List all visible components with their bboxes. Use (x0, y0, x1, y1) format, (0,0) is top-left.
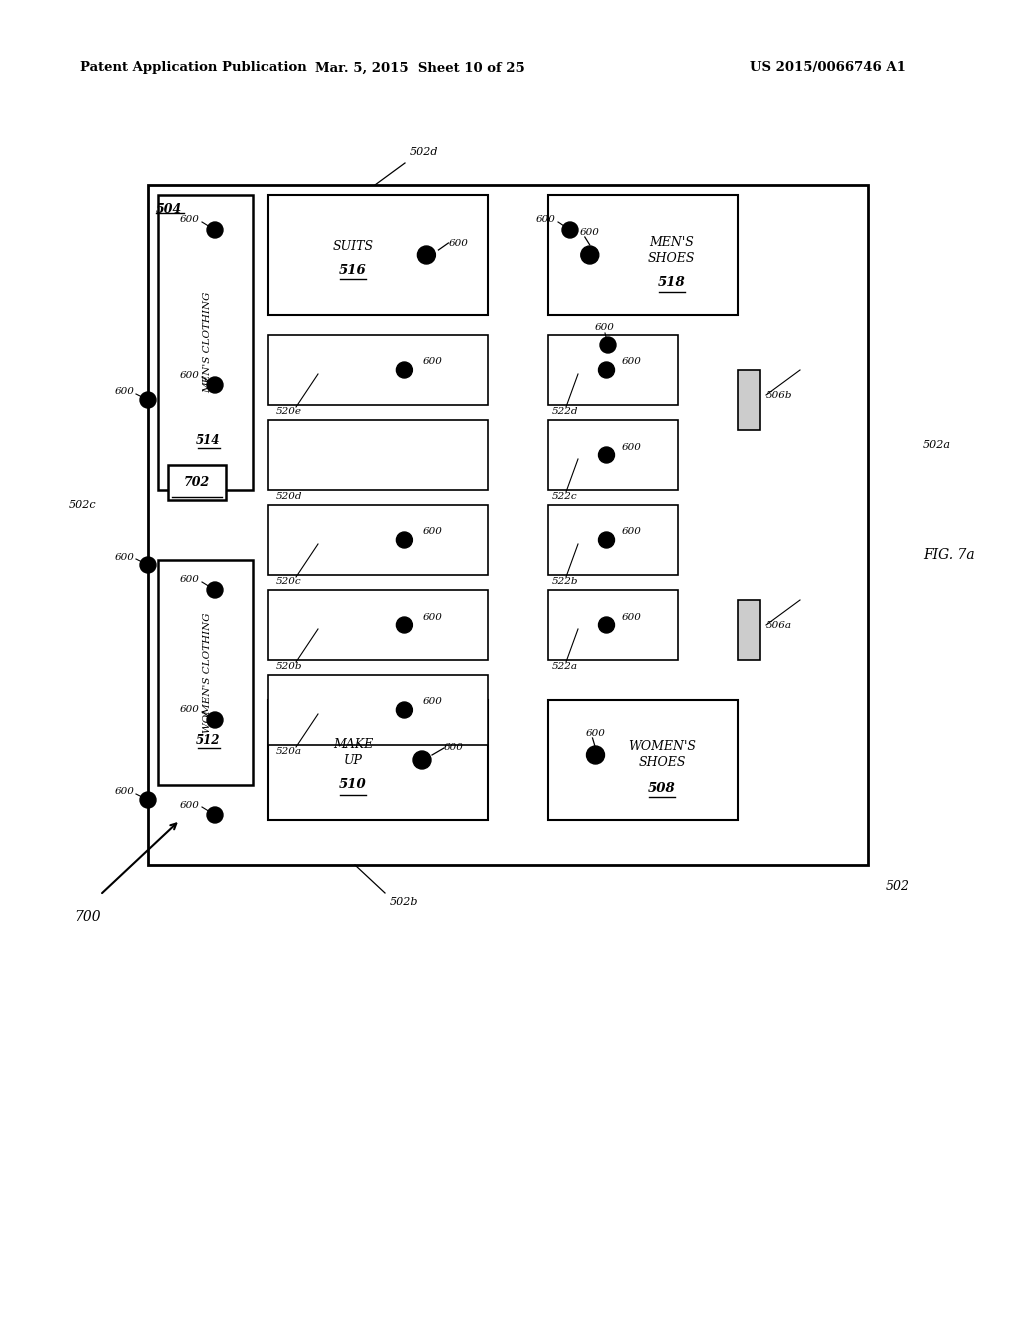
Circle shape (418, 246, 435, 264)
Text: SUITS: SUITS (333, 240, 374, 253)
Bar (548, 700, 738, 820)
Circle shape (587, 746, 604, 764)
Circle shape (581, 246, 599, 264)
Text: 520b: 520b (276, 663, 302, 671)
Text: 510: 510 (339, 779, 367, 792)
Text: 520a: 520a (276, 747, 302, 756)
Text: 600: 600 (422, 358, 442, 367)
Text: 502a: 502a (923, 440, 951, 450)
Text: 520e: 520e (276, 407, 302, 416)
Text: 516: 516 (339, 264, 367, 276)
Circle shape (396, 702, 413, 718)
Text: 600: 600 (115, 553, 135, 561)
Bar (738, 601, 760, 660)
Text: MAKE
UP: MAKE UP (333, 738, 373, 767)
Bar (268, 675, 488, 744)
Bar (268, 506, 488, 576)
Text: 504: 504 (156, 203, 182, 216)
Circle shape (598, 532, 614, 548)
Text: 600: 600 (595, 323, 615, 333)
Text: 518: 518 (657, 276, 685, 289)
Text: 600: 600 (449, 239, 468, 248)
Text: 520d: 520d (276, 492, 302, 502)
Circle shape (207, 378, 223, 393)
Text: 600: 600 (180, 371, 200, 380)
Text: 600: 600 (422, 528, 442, 536)
Circle shape (598, 447, 614, 463)
Text: 600: 600 (622, 442, 641, 451)
Bar (548, 590, 678, 660)
Circle shape (413, 751, 431, 770)
Circle shape (598, 362, 614, 378)
Text: 600: 600 (180, 705, 200, 714)
Text: 502c: 502c (69, 500, 96, 510)
Text: 600: 600 (180, 800, 200, 809)
Circle shape (600, 337, 616, 352)
Text: 502: 502 (886, 880, 910, 894)
Text: FIG. 7a: FIG. 7a (923, 548, 975, 562)
Text: MEN'S
SHOES: MEN'S SHOES (648, 235, 695, 264)
Bar (268, 420, 488, 490)
Text: Patent Application Publication: Patent Application Publication (80, 62, 307, 74)
Bar (168, 465, 226, 500)
Text: 508: 508 (648, 781, 676, 795)
Text: US 2015/0066746 A1: US 2015/0066746 A1 (750, 62, 906, 74)
Text: 600: 600 (444, 743, 464, 752)
Circle shape (140, 392, 156, 408)
Bar (148, 185, 868, 865)
Bar (548, 195, 738, 315)
Bar (548, 335, 678, 405)
Text: 520c: 520c (276, 577, 302, 586)
Text: 600: 600 (586, 729, 605, 738)
Text: 600: 600 (422, 697, 442, 706)
Text: 502b: 502b (390, 898, 419, 907)
Text: 506b: 506b (766, 391, 793, 400)
Bar (268, 590, 488, 660)
Text: MEN'S CLOTHING: MEN'S CLOTHING (203, 292, 212, 393)
Text: 514: 514 (196, 433, 220, 446)
Text: 502d: 502d (410, 147, 438, 157)
Text: 512: 512 (196, 734, 220, 747)
Bar (158, 195, 253, 490)
Text: 600: 600 (115, 788, 135, 796)
Circle shape (207, 582, 223, 598)
Text: 506a: 506a (766, 620, 792, 630)
Bar (268, 335, 488, 405)
Bar (548, 420, 678, 490)
Circle shape (207, 711, 223, 729)
Circle shape (598, 616, 614, 634)
Text: 600: 600 (115, 388, 135, 396)
Text: 522d: 522d (552, 407, 579, 416)
Text: 700: 700 (75, 909, 101, 924)
Bar (268, 195, 488, 315)
Text: 702: 702 (184, 477, 210, 488)
Bar (738, 370, 760, 430)
Text: WOMEN'S CLOTHING: WOMEN'S CLOTHING (203, 612, 212, 733)
Bar (158, 560, 253, 785)
Circle shape (396, 616, 413, 634)
Circle shape (562, 222, 578, 238)
Text: 600: 600 (422, 612, 442, 622)
Text: 522c: 522c (552, 492, 578, 502)
Text: 600: 600 (537, 215, 556, 224)
Bar (548, 506, 678, 576)
Text: 600: 600 (622, 528, 641, 536)
Text: 600: 600 (180, 576, 200, 585)
Text: Mar. 5, 2015  Sheet 10 of 25: Mar. 5, 2015 Sheet 10 of 25 (315, 62, 525, 74)
Circle shape (396, 532, 413, 548)
Text: 600: 600 (622, 358, 641, 367)
Text: 522b: 522b (552, 577, 579, 586)
Circle shape (140, 792, 156, 808)
Circle shape (207, 807, 223, 822)
Text: 522a: 522a (552, 663, 578, 671)
Circle shape (207, 222, 223, 238)
Bar (268, 700, 488, 820)
Text: 600: 600 (580, 228, 600, 238)
Text: 600: 600 (180, 215, 200, 224)
Circle shape (140, 557, 156, 573)
Text: WOMEN'S
SHOES: WOMEN'S SHOES (628, 741, 696, 770)
Text: 600: 600 (622, 612, 641, 622)
Circle shape (396, 362, 413, 378)
